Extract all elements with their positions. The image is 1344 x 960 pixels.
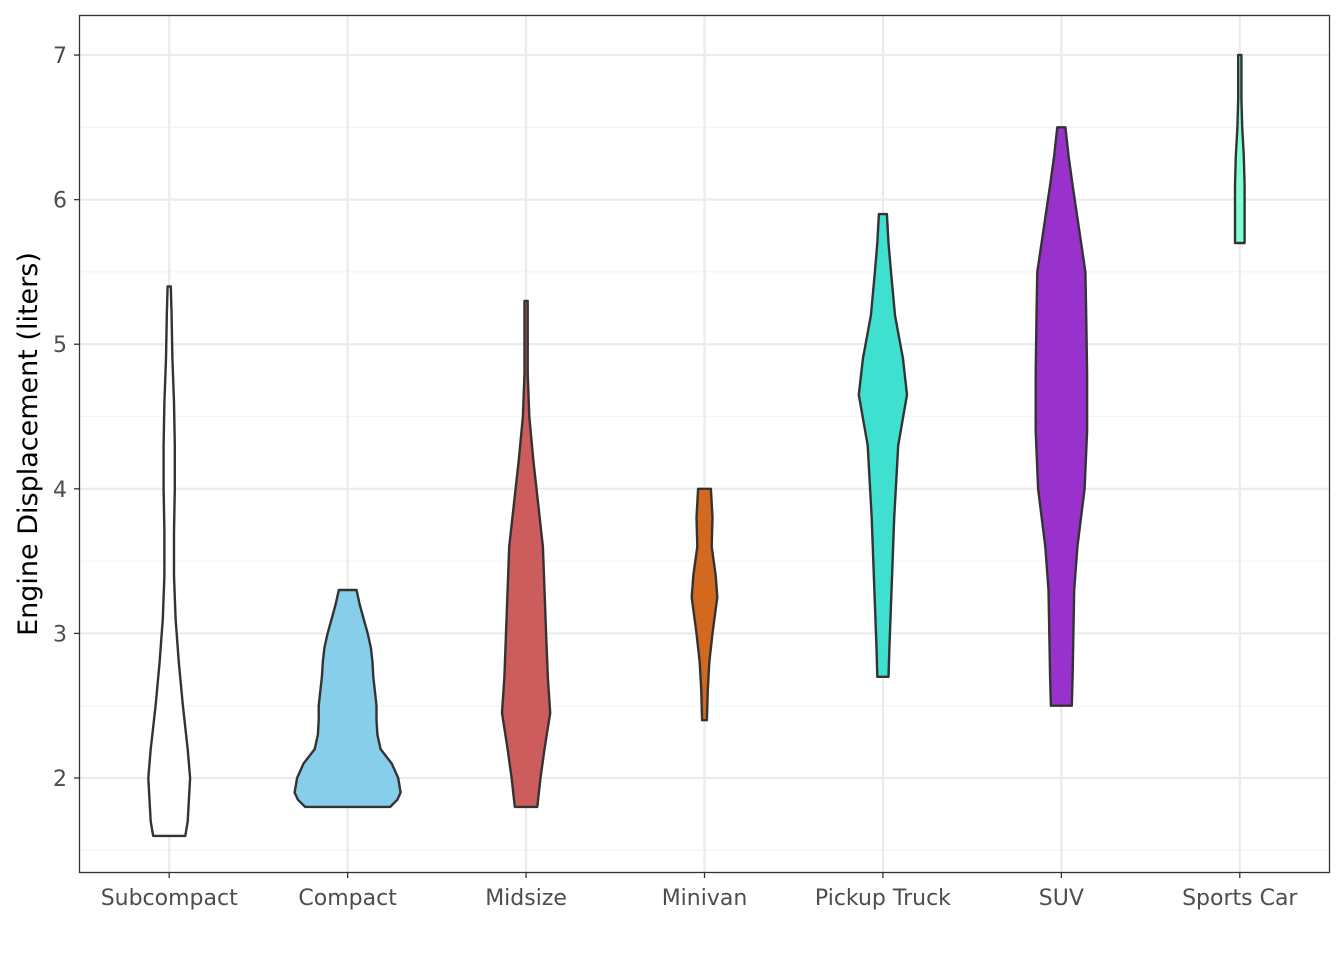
violin-midsize (500, 299, 552, 809)
y-tick-label: 2 (53, 767, 67, 792)
y-tick-label: 5 (53, 333, 67, 358)
x-tick-label: SUV (1039, 886, 1084, 911)
y-tick-label: 7 (53, 44, 67, 69)
x-tick-label: Minivan (662, 886, 748, 911)
violin-pickup-truck (857, 212, 909, 678)
violin-compact (293, 588, 402, 809)
x-tick-label: Subcompact (101, 886, 238, 911)
violin-minivan (690, 487, 719, 722)
x-tick-label: Compact (298, 886, 397, 911)
y-axis-title: Engine Displacement (liters) (13, 252, 44, 636)
x-tick-label: Sports Car (1182, 886, 1298, 911)
axes: 2 3 4 5 6 7 Subcompact Compact Midsize Minivan Pic… (53, 44, 1298, 911)
x-tick-label: Midsize (485, 886, 567, 911)
violin-suv (1034, 126, 1089, 707)
violin-subcompact (147, 285, 192, 838)
x-tick-label: Pickup Truck (815, 886, 951, 911)
y-tick-label: 3 (53, 622, 67, 647)
grid (80, 16, 1329, 872)
y-tick-label: 4 (53, 478, 67, 503)
violins (147, 53, 1246, 838)
violin-sports-car (1233, 53, 1246, 245)
y-tick-label: 6 (53, 189, 67, 214)
